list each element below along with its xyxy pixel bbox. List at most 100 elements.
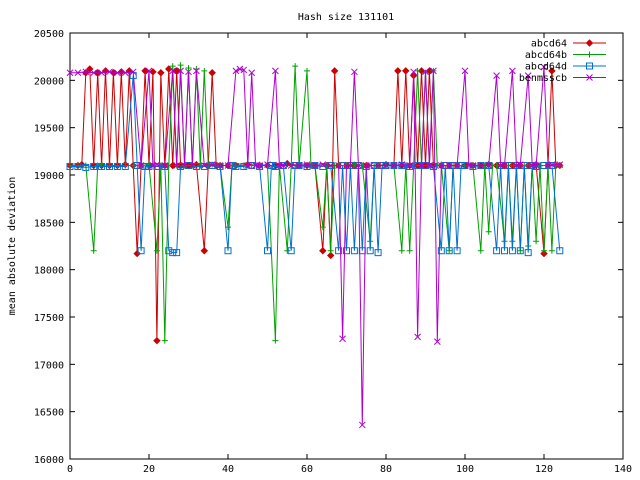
data-point — [169, 249, 177, 257]
data-point — [319, 162, 327, 170]
data-point — [129, 68, 137, 76]
data-point — [524, 72, 532, 79]
x-tick-label: 20 — [143, 464, 155, 475]
data-point — [501, 162, 508, 169]
data-point — [390, 162, 398, 169]
data-point — [66, 162, 74, 170]
data-point — [303, 161, 311, 168]
data-point — [121, 69, 129, 77]
data-point — [477, 162, 485, 169]
data-point — [287, 162, 295, 169]
y-tick-label: 18500 — [34, 218, 64, 229]
data-point — [185, 65, 192, 72]
data-point — [406, 247, 413, 254]
legend-label: abcd64 — [531, 39, 567, 50]
data-point — [374, 162, 382, 169]
data-point — [493, 162, 500, 169]
data-point — [544, 162, 552, 169]
x-tick-label: 140 — [614, 464, 632, 475]
data-point — [208, 162, 216, 170]
y-tick-label: 16000 — [34, 455, 64, 466]
data-point — [200, 162, 208, 169]
data-point — [485, 228, 492, 235]
data-point — [303, 162, 311, 170]
data-point — [457, 162, 465, 170]
data-point — [548, 67, 556, 75]
y-tick-label: 20000 — [34, 76, 64, 87]
data-point — [113, 162, 121, 170]
legend-label: abcd64d — [525, 62, 567, 73]
data-point — [406, 162, 414, 169]
data-point — [236, 65, 244, 73]
data-point — [304, 67, 310, 74]
data-point — [133, 249, 141, 258]
x-tick-label: 120 — [535, 464, 553, 475]
data-point — [216, 162, 224, 169]
data-point — [430, 67, 437, 75]
data-point — [244, 162, 252, 169]
data-point — [469, 162, 477, 169]
data-point — [168, 161, 177, 170]
data-point — [453, 162, 461, 169]
data-point — [319, 247, 327, 255]
data-point — [327, 247, 334, 254]
data-point — [350, 247, 358, 255]
data-point — [437, 247, 445, 255]
data-point — [453, 247, 461, 255]
data-point — [533, 238, 540, 245]
legend-label: benmsscb — [519, 73, 567, 84]
data-point — [504, 162, 512, 170]
data-point — [586, 51, 593, 58]
data-point — [351, 68, 358, 76]
data-point — [173, 249, 181, 257]
data-point — [66, 69, 74, 77]
data-point — [248, 162, 256, 170]
data-point — [153, 161, 161, 168]
data-point — [374, 249, 382, 257]
data-point — [402, 67, 410, 75]
data-point — [292, 63, 299, 70]
y-axis-label: mean absolute deviation — [7, 177, 18, 315]
data-point — [382, 162, 390, 169]
data-point — [232, 162, 240, 170]
data-point — [461, 162, 469, 170]
data-point — [137, 162, 145, 169]
data-point — [177, 62, 184, 69]
data-point — [284, 247, 291, 254]
data-point — [130, 162, 137, 169]
data-point — [445, 162, 453, 169]
data-point — [508, 247, 516, 255]
data-point — [106, 68, 113, 76]
x-tick-label: 60 — [301, 464, 313, 475]
data-point — [279, 162, 287, 169]
data-point — [272, 337, 279, 344]
data-point — [437, 162, 445, 169]
data-point — [512, 162, 520, 169]
data-point — [216, 162, 224, 170]
data-point — [335, 247, 343, 255]
data-point — [426, 162, 433, 169]
data-point — [548, 161, 556, 168]
data-point — [493, 247, 501, 255]
data-point — [398, 162, 406, 170]
data-point — [149, 162, 157, 169]
data-point — [98, 69, 105, 77]
y-tick-label: 16500 — [34, 408, 64, 419]
data-point — [165, 247, 173, 255]
data-point — [585, 39, 594, 47]
data-point — [358, 421, 366, 429]
data-point — [185, 162, 192, 170]
data-point — [121, 162, 129, 170]
data-point — [172, 67, 181, 75]
data-point — [586, 62, 593, 70]
data-point — [586, 74, 593, 81]
data-point — [248, 69, 256, 77]
y-tick-label: 18000 — [34, 266, 64, 277]
data-point — [548, 247, 555, 254]
data-point — [228, 162, 236, 170]
data-point — [169, 63, 176, 70]
x-tick-label: 80 — [380, 464, 392, 475]
data-point — [366, 162, 374, 169]
data-point — [418, 162, 425, 169]
